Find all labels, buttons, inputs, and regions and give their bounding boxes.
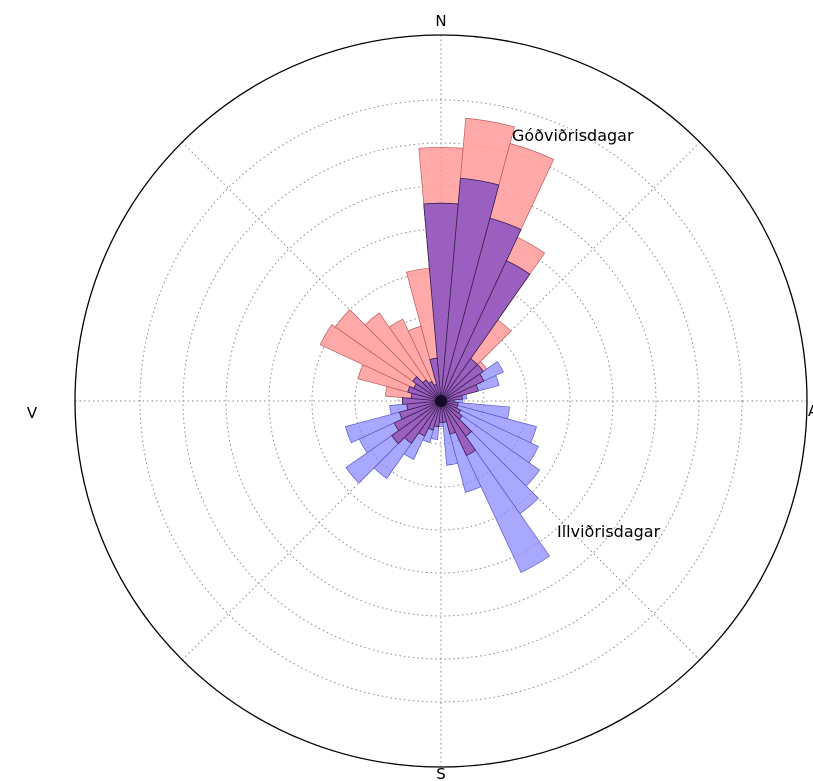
series-overlap: [391, 177, 531, 457]
compass-west-label: V: [27, 404, 38, 422]
series-label-bad-days: Illviðrisdagar: [557, 522, 661, 541]
compass-north-label: N: [435, 12, 446, 30]
bar-overlap: [440, 363, 484, 402]
bar-good-days: [364, 312, 442, 402]
bar-overlap: [398, 400, 442, 420]
center-dot: [435, 395, 447, 407]
bar-good-days: [319, 324, 442, 402]
grid-ring: [139, 99, 743, 703]
bar-overlap: [391, 400, 442, 445]
bar-overlap: [393, 400, 442, 432]
bar-overlap: [440, 177, 500, 402]
center-hub: [435, 395, 447, 407]
bar-overlap: [401, 397, 442, 405]
bar-overlap: [440, 260, 531, 402]
bar-overlap: [429, 357, 442, 402]
bar-overlap: [440, 217, 522, 402]
bar-good-days: [334, 309, 442, 402]
bar-overlap: [440, 373, 485, 402]
bar-overlap: [412, 376, 442, 402]
series-label-good-days: Góðviðrisdagar: [512, 126, 634, 145]
compass-south-label: S: [436, 765, 446, 781]
bar-good-days: [388, 318, 442, 402]
compass-east-label: A: [808, 402, 813, 420]
bar-overlap: [440, 384, 479, 402]
bar-overlap: [440, 400, 457, 435]
grid-ring: [397, 357, 485, 445]
bar-overlap: [422, 379, 442, 402]
bar-overlap: [440, 400, 477, 457]
outer-circle: [74, 34, 808, 768]
